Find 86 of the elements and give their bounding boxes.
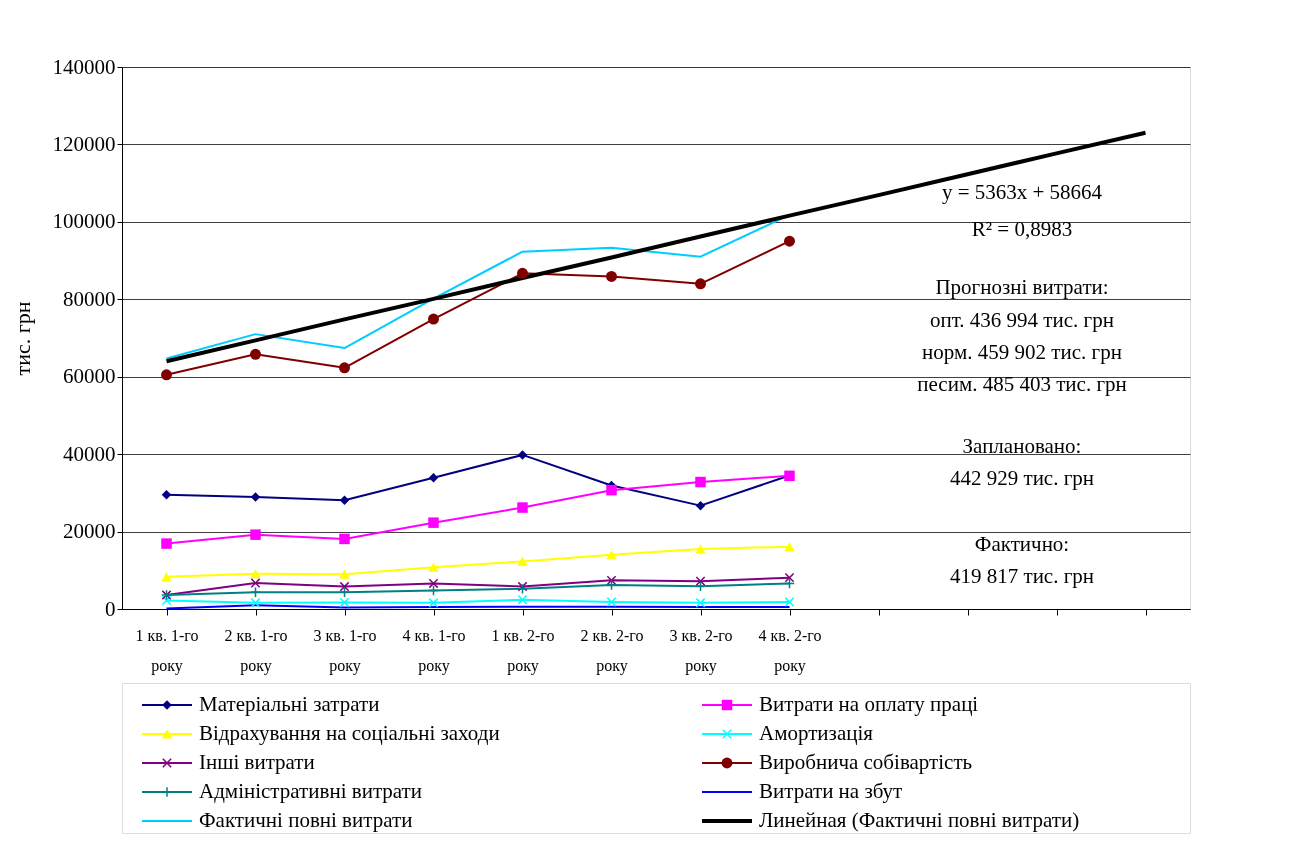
point <box>428 562 439 572</box>
point <box>250 586 261 598</box>
point <box>161 490 172 500</box>
point <box>606 270 617 282</box>
point <box>339 586 350 598</box>
x-tick-label: 3 кв. 1-го року <box>313 626 377 675</box>
annotation: Фактично: <box>974 532 1070 556</box>
point <box>606 597 617 607</box>
legend-label: Витрати на оплату праці <box>759 692 979 716</box>
point <box>161 369 172 381</box>
point <box>784 577 795 589</box>
point <box>339 533 350 545</box>
point <box>695 278 706 290</box>
point <box>695 500 706 511</box>
point <box>606 575 617 586</box>
point <box>428 578 439 589</box>
point <box>250 578 261 588</box>
point <box>428 584 439 596</box>
point <box>339 597 350 608</box>
point <box>428 313 439 325</box>
legend-label: Інші витрати <box>199 750 315 774</box>
point <box>695 597 706 608</box>
y-tick-label: 140000 <box>52 54 116 79</box>
point <box>250 492 261 502</box>
point <box>517 556 528 566</box>
point <box>339 569 350 579</box>
x-tick-label: 3 кв. 2-го року <box>669 626 733 675</box>
point <box>161 595 172 606</box>
point <box>339 495 350 505</box>
point <box>784 542 795 552</box>
annotation: Прогнозні витрати: <box>935 275 1109 299</box>
point <box>161 572 172 582</box>
annotation: опт. 436 994 тис. грн <box>930 308 1114 332</box>
point <box>784 597 795 607</box>
y-tick-label: 80000 <box>63 286 116 311</box>
point <box>250 597 261 608</box>
point <box>428 473 439 483</box>
point <box>784 572 795 583</box>
point <box>250 529 261 540</box>
point <box>517 502 528 513</box>
point <box>250 569 261 579</box>
point <box>784 235 795 247</box>
point <box>339 362 350 374</box>
point <box>428 517 439 528</box>
y-axis-title: тис. грн <box>9 301 35 376</box>
annotation: песим. 485 403 тис. грн <box>917 372 1127 396</box>
x-tick-label: 4 кв. 1-го року <box>402 626 466 675</box>
x-tick-label: 2 кв. 1-го року <box>224 626 288 675</box>
point <box>606 579 617 591</box>
point <box>695 580 706 592</box>
point <box>606 550 617 560</box>
legend-label: Адміністративні витрати <box>199 779 423 803</box>
point <box>428 597 439 608</box>
point <box>606 484 617 496</box>
point <box>339 581 350 592</box>
point <box>517 594 528 605</box>
point <box>695 544 706 554</box>
point <box>517 450 528 460</box>
point <box>695 476 706 488</box>
legend-label: Фактичні повні витрати <box>199 808 413 832</box>
point <box>695 576 706 587</box>
x-tick-label: 1 кв. 1-го року <box>135 626 199 675</box>
legend-label: Виробнича собівартість <box>759 750 973 774</box>
y-tick-label: 40000 <box>63 441 116 466</box>
annotation: норм. 459 902 тис. грн <box>922 340 1122 364</box>
point <box>250 348 261 360</box>
y-tick-label: 20000 <box>63 519 116 544</box>
annotation: y = 5363x + 58664 <box>941 180 1103 204</box>
point <box>517 267 528 279</box>
legend-label: Матеріальні затрати <box>199 692 380 716</box>
annotation: R² = 0,8983 <box>971 217 1073 241</box>
x-tick-label: 1 кв. 2-го року <box>491 626 555 675</box>
annotation: Заплановано: <box>962 434 1082 458</box>
annotation: 419 817 тис. грн <box>949 564 1095 588</box>
point <box>161 538 172 549</box>
y-tick-label: 120000 <box>52 131 116 156</box>
y-tick-label: 100000 <box>52 209 116 234</box>
y-tick-label: 0 <box>105 596 116 621</box>
legend-label: Витрати на збут <box>759 779 903 803</box>
legend-label: Линейная (Фактичні повні витрати) <box>759 808 1080 832</box>
annotation: 442 929 тис. грн <box>949 466 1095 490</box>
y-tick-label: 60000 <box>63 364 116 389</box>
x-tick-label: 4 кв. 2-го року <box>758 626 822 675</box>
legend-label: Відрахування на соціальні заходи <box>199 721 500 745</box>
x-tick-label: 2 кв. 2-го року <box>580 626 644 675</box>
legend-label: Амортизація <box>759 721 874 745</box>
